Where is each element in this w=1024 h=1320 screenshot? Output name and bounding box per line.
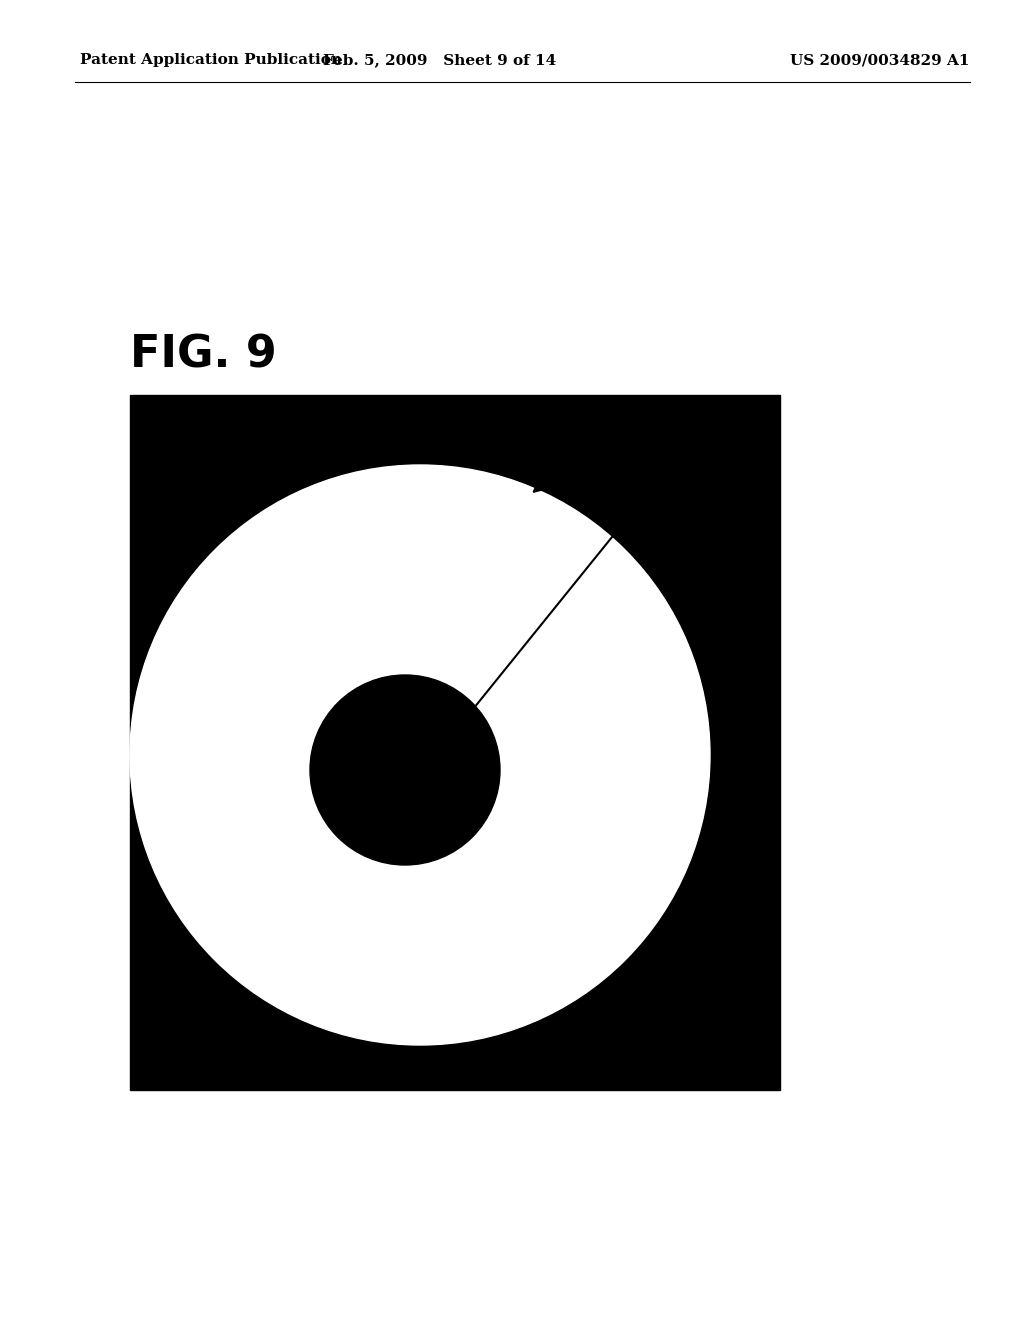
Text: FIG. 9: FIG. 9 (130, 334, 276, 376)
Circle shape (130, 465, 710, 1045)
Text: Feb. 5, 2009   Sheet 9 of 14: Feb. 5, 2009 Sheet 9 of 14 (324, 53, 557, 67)
Text: Patent Application Publication: Patent Application Publication (80, 53, 342, 67)
Text: C1: C1 (610, 413, 645, 437)
Bar (130, 395, 780, 1090)
Text: C2: C2 (665, 469, 700, 492)
Text: US 2009/0034829 A1: US 2009/0034829 A1 (791, 53, 970, 67)
Circle shape (310, 675, 500, 865)
